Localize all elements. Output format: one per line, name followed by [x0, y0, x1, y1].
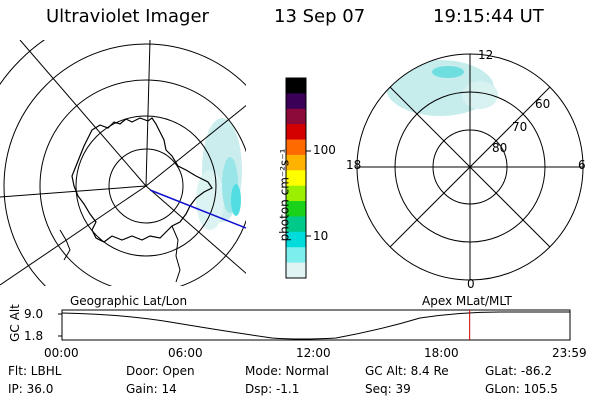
altitude-timeline — [58, 309, 571, 341]
geographic-map — [0, 40, 246, 286]
colorbar-band — [286, 124, 306, 141]
colorbar-band — [286, 216, 306, 233]
gain-info: Gain: 14 — [126, 382, 177, 396]
date-label: 13 Sep 07 — [274, 6, 366, 27]
colorbar-units: photon cm⁻²s⁻¹ — [277, 148, 292, 242]
colorbar-band — [286, 154, 306, 171]
colorbar-band — [286, 247, 306, 264]
mlt-12-label: 12 — [478, 48, 494, 62]
y-tick-bottom: 1.8 — [24, 329, 44, 343]
y-tick-top: 9.0 — [24, 307, 44, 321]
apex-label: Apex MLat/MLT — [422, 294, 512, 308]
x-tick-0600: 06:00 — [168, 346, 203, 360]
seq-info: Seq: 39 — [365, 382, 411, 396]
colorbar-band — [286, 170, 306, 187]
colorbar-band — [286, 231, 306, 248]
filter-info: Flt: LBHL — [8, 364, 62, 378]
mlt-0-label: 0 — [467, 277, 475, 291]
mode-info: Mode: Normal — [245, 364, 329, 378]
dsp-info: Dsp: -1.1 — [245, 382, 300, 396]
axis-title-gc-alt: GC Alt — [7, 304, 22, 342]
x-tick-1200: 12:00 — [296, 346, 331, 360]
meridian-lines — [0, 40, 246, 286]
mlt-18-label: 18 — [346, 158, 362, 172]
colorbar-band — [286, 262, 306, 279]
satellite-track — [149, 189, 246, 229]
gc-alt-info: GC Alt: 8.4 Re — [365, 364, 449, 378]
latitude-circles — [0, 40, 246, 286]
colorbar-tick-100: 100 — [313, 143, 336, 157]
glat-info: GLat: -86.2 — [485, 364, 552, 378]
x-tick-2359: 23:59 — [552, 346, 587, 360]
continent-outline — [71, 117, 213, 243]
colorbar-band — [286, 108, 306, 125]
colorbar-band — [286, 185, 306, 202]
colorbar — [285, 77, 311, 279]
colorbar-band — [286, 93, 306, 110]
mlt-6-label: 6 — [578, 158, 586, 172]
door-info: Door: Open — [126, 364, 195, 378]
ip-info: IP: 36.0 — [8, 382, 54, 396]
gc-alt-curve — [61, 311, 570, 340]
mlat-70-label: 70 — [512, 120, 528, 134]
geographic-label: Geographic Lat/Lon — [70, 294, 188, 308]
colorbar-band — [286, 139, 306, 156]
glon-info: GLon: 105.5 — [485, 382, 558, 396]
colorbar-band — [286, 201, 306, 217]
mlat-80-label: 80 — [492, 141, 508, 155]
time-label: 19:15:44 UT — [433, 6, 544, 27]
mlat-60-label: 60 — [535, 97, 551, 111]
app-title: Ultraviolet Imager — [46, 6, 209, 27]
x-tick-0000: 00:00 — [44, 346, 79, 360]
colorbar-band — [286, 78, 306, 94]
apex-polar-plot — [356, 53, 584, 281]
aurora-emission-left — [196, 118, 242, 230]
colorbar-tick-10: 10 — [313, 229, 329, 243]
x-tick-1800: 18:00 — [424, 346, 459, 360]
